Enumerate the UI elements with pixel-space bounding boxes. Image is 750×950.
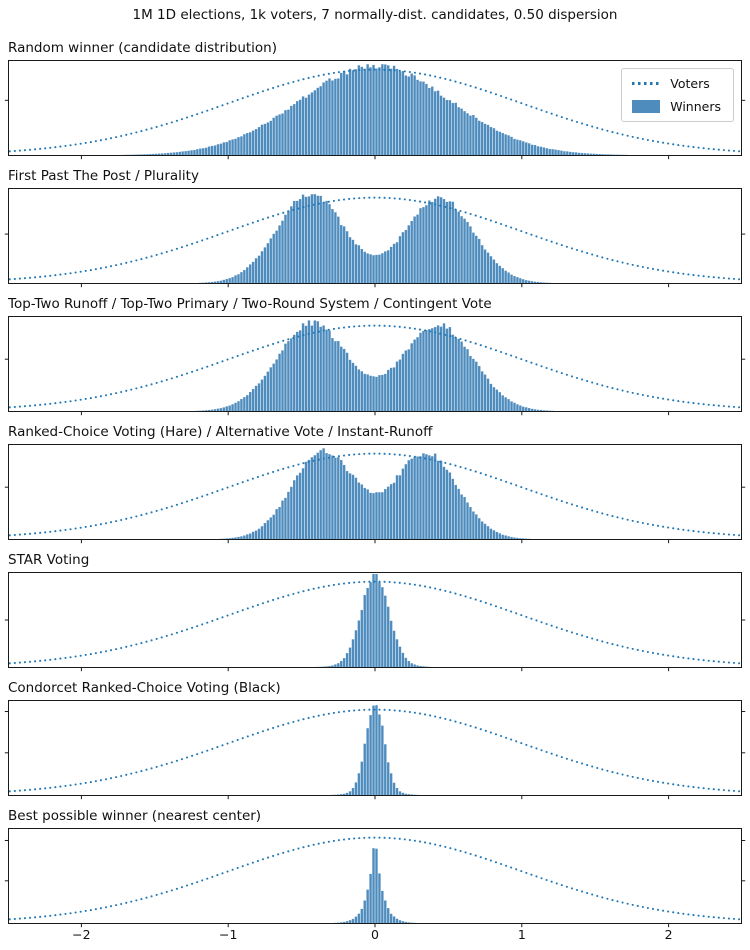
panel-plot xyxy=(4,828,746,928)
voters-curve xyxy=(8,68,741,153)
voters-curve xyxy=(8,708,741,793)
panel-plot xyxy=(4,444,746,544)
winners-histogram xyxy=(195,320,555,412)
panel-title: First Past The Post / Plurality xyxy=(8,168,199,184)
panels-container: Random winner (candidate distribution) Fi… xyxy=(0,28,750,928)
panel: Condorcet Ranked-Choice Voting (Black) xyxy=(4,668,746,800)
legend-voters-label: Voters xyxy=(670,76,710,91)
panel: First Past The Post / Plurality xyxy=(4,156,746,288)
x-tick-label: 1 xyxy=(517,927,526,942)
x-axis-ticks xyxy=(80,923,670,928)
panel-title: Random winner (candidate distribution) xyxy=(8,40,278,56)
voters-curve xyxy=(8,324,741,409)
legend-entry-voters: Voters xyxy=(632,76,721,91)
x-axis-ticks xyxy=(80,539,670,544)
y-axis-ticks xyxy=(4,711,746,754)
x-tick-label: −1 xyxy=(218,927,238,942)
voters-curve xyxy=(8,580,741,665)
panel: Ranked-Choice Voting (Hare) / Alternativ… xyxy=(4,412,746,544)
panel-title: STAR Voting xyxy=(8,552,90,568)
y-axis-ticks xyxy=(4,839,746,882)
winners-histogram xyxy=(219,448,531,540)
panel: STAR Voting xyxy=(4,540,746,672)
winners-histogram xyxy=(316,573,431,668)
panel: Top-Two Runoff / Top-Two Primary / Two-R… xyxy=(4,284,746,416)
voters-curve xyxy=(8,836,741,921)
x-tick-label: −2 xyxy=(72,927,91,942)
figure-title: 1M 1D elections, 1k voters, 7 normally-d… xyxy=(132,7,618,23)
panel-plot xyxy=(4,572,746,672)
panel-title: Condorcet Ranked-Choice Voting (Black) xyxy=(8,680,281,696)
panel-plot xyxy=(4,700,746,800)
panel: Random winner (candidate distribution) xyxy=(4,28,746,160)
panel-title: Best possible winner (nearest center) xyxy=(8,808,262,824)
x-axis-ticks xyxy=(80,155,670,160)
x-tick-label: 2 xyxy=(664,927,673,942)
x-tick-label: 0 xyxy=(371,927,379,942)
panel-plot xyxy=(4,60,746,160)
panel-plot xyxy=(4,316,746,416)
voters-curve xyxy=(8,452,741,537)
legend-entry-winners: Winners xyxy=(632,99,721,114)
x-axis-ticks xyxy=(80,411,670,416)
panel-title: Ranked-Choice Voting (Hare) / Alternativ… xyxy=(8,424,433,440)
x-axis-ticks xyxy=(80,795,670,800)
winners-histogram xyxy=(198,193,552,284)
winners-histogram xyxy=(122,64,628,156)
panel: Best possible winner (nearest center) xyxy=(4,796,746,928)
legend: Voters Winners xyxy=(621,68,734,122)
x-axis-ticks xyxy=(80,283,670,288)
x-axis-ticks xyxy=(80,667,670,672)
voters-curve xyxy=(8,196,741,281)
winners-histogram xyxy=(331,705,419,796)
x-axis-tick-labels: −2 −1 0 1 2 xyxy=(0,924,750,950)
winners-histogram xyxy=(333,847,417,924)
voters-dotted-line-swatch-icon xyxy=(632,82,661,85)
panel-title: Top-Two Runoff / Top-Two Primary / Two-R… xyxy=(8,296,492,312)
panel-plot xyxy=(4,188,746,288)
winners-filled-patch-swatch-icon xyxy=(632,100,661,113)
legend-winners-label: Winners xyxy=(670,99,721,114)
